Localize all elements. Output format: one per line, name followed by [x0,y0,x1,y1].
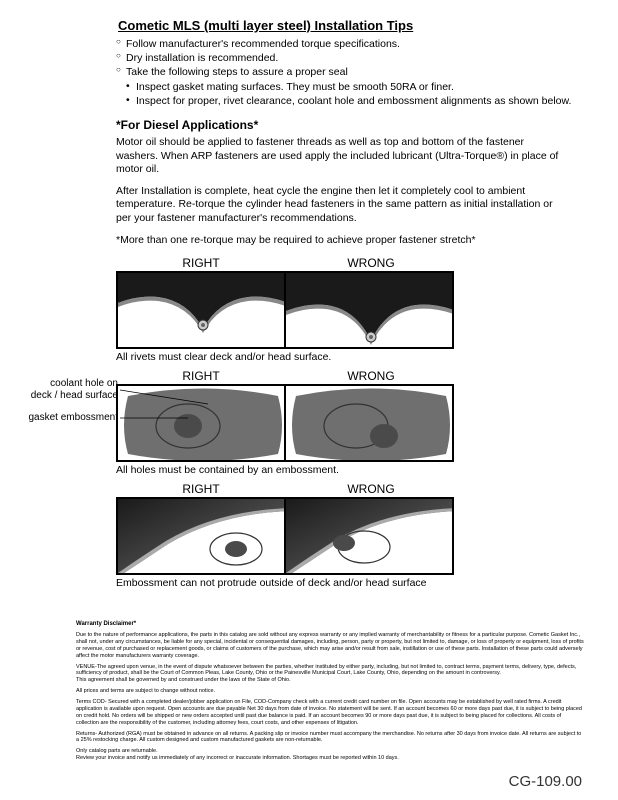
diesel-para-2: After Installation is complete, heat cyc… [116,185,568,226]
caption-holes: All holes must be contained by an emboss… [116,464,456,476]
bullet-subitem: Inspect gasket mating surfaces. They mus… [116,80,588,94]
diagram-row-rivets: RIGHT WRONG [116,256,588,363]
label-right: RIGHT [116,256,286,271]
diesel-para-1: Motor oil should be applied to fastener … [116,136,568,177]
diagram-hole-wrong [284,384,454,462]
warranty-heading: Warranty Disclaimer* [76,621,584,629]
diagram-rivet-wrong [284,271,454,349]
label-wrong: WRONG [286,369,456,384]
caption-emboss: Embossment can not protrude outside of d… [116,577,456,589]
bullet-item: Follow manufacturer's recommended torque… [116,37,588,51]
label-right: RIGHT [116,369,286,384]
callout-coolant-text: coolant hole on deck / head surface [31,378,118,401]
callout-emboss-text: gasket embossment [29,412,119,423]
label-wrong: WRONG [286,256,456,271]
page-title: Cometic MLS (multi layer steel) Installa… [118,18,588,33]
bullet-item: Dry installation is recommended. [116,51,588,65]
bullet-list: Follow manufacturer's recommended torque… [116,37,588,108]
callout-coolant: coolant hole on deck / head surface [28,378,118,402]
label-wrong: WRONG [286,482,456,497]
callout-emboss: gasket embossment [28,412,118,424]
diagram-emboss-right [116,497,286,575]
warranty-para: Terms COD- Secured with a completed deal… [76,699,584,727]
diagram-rivet-right [116,271,286,349]
diagram-emboss-wrong [284,497,454,575]
bullet-subitem: Inspect for proper, rivet clearance, coo… [116,94,588,108]
caption-rivets: All rivets must clear deck and/or head s… [116,351,456,363]
warranty-para: All prices and terms are subject to chan… [76,688,584,695]
warranty-block: Warranty Disclaimer* Due to the nature o… [76,621,584,767]
warranty-para: VENUE-The agreed upon venue, in the even… [76,664,584,685]
warranty-para: Only catalog parts are returnable.Review… [76,748,584,762]
label-right: RIGHT [116,482,286,497]
bullet-item: Take the following steps to assure a pro… [116,65,588,79]
warranty-para: Returns- Authorized (RGA) must be obtain… [76,731,584,745]
diesel-heading: *For Diesel Applications* [116,118,588,132]
warranty-para: Due to the nature of performance applica… [76,632,584,660]
retorque-note: *More than one re-torque may be required… [116,234,568,246]
diagram-row-emboss: RIGHT WRONG [116,482,588,589]
page-number: CG-109.00 [509,773,582,790]
